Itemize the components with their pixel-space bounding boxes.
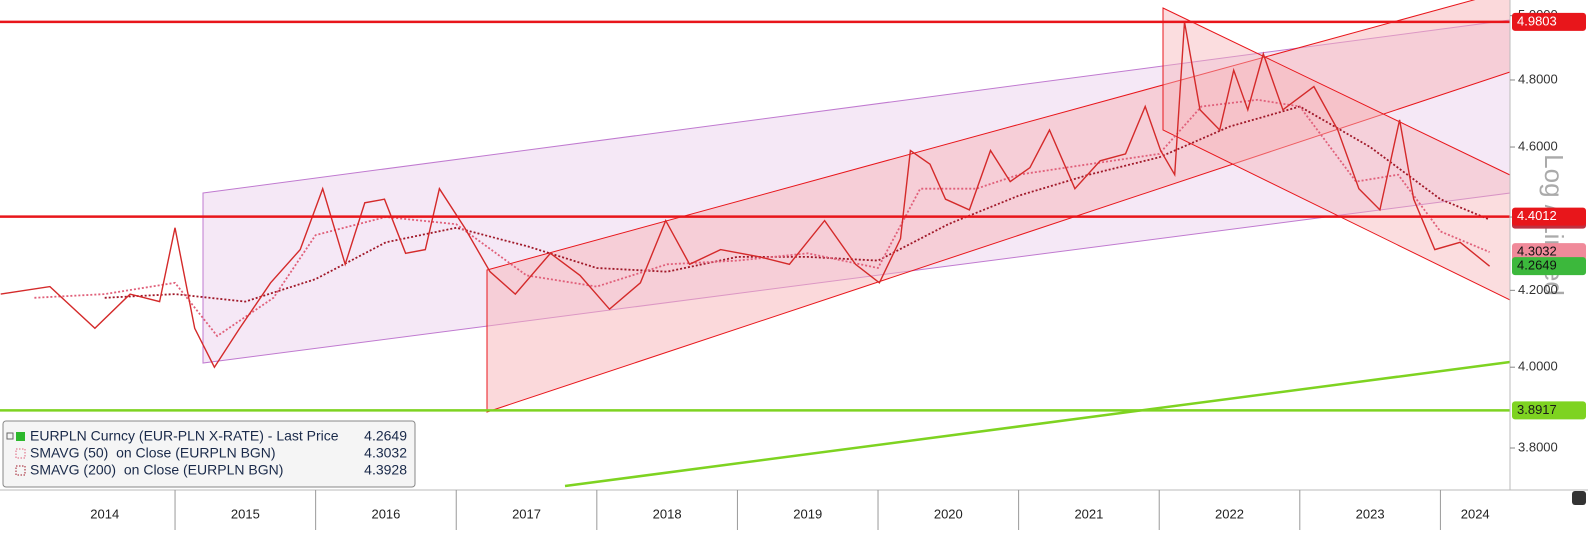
legend-swatch (15, 465, 26, 476)
series-value-label-bg (1512, 243, 1586, 262)
legend-label: SMAVG (50) on Close (EURPLN BGN) (30, 445, 276, 461)
legend-swatch (15, 448, 26, 459)
level-label-bg (1512, 207, 1586, 226)
x-tick-label: 2015 (231, 506, 260, 521)
y-tick-label: 3.8000 (1518, 439, 1558, 454)
x-tick-label: 2016 (371, 506, 400, 521)
x-tick-label: 2021 (1074, 506, 1103, 521)
x-tick-label: 2022 (1215, 506, 1244, 521)
x-tick-label: 2019 (793, 506, 822, 521)
legend-value: 4.3032 (364, 445, 407, 461)
series-value-label: 4.3032 (1517, 244, 1557, 259)
sma-line (34, 98, 1490, 338)
series-value-label: 4.2649 (1517, 258, 1557, 273)
y-tick-label: 4.2000 (1518, 282, 1558, 297)
legend-value: 4.2649 (364, 428, 407, 444)
x-tick-label: 2023 (1356, 506, 1385, 521)
legend-label: EURPLN Curncy (EUR-PLN X-RATE) - Last Pr… (30, 428, 339, 444)
sma-line (104, 105, 1490, 303)
legend-value: 4.3928 (364, 462, 407, 478)
corner-icon (1572, 491, 1586, 505)
level-label: 4.9803 (1517, 13, 1557, 28)
x-tick-label: 2017 (512, 506, 541, 521)
legend-box (2, 420, 416, 488)
level-label-bg (1512, 12, 1586, 31)
y-tick-label: 4.8000 (1518, 71, 1558, 86)
x-tick-label: 2024 (1461, 506, 1490, 521)
x-tick-label: 2018 (653, 506, 682, 521)
x-tick-label: 2014 (90, 506, 119, 521)
y-tick-label: 4.0000 (1518, 359, 1558, 374)
level-label: 3.8917 (1517, 402, 1557, 417)
series-value-label-bg (1512, 257, 1586, 276)
level-label-bg (1512, 401, 1586, 420)
plot-area (0, 0, 1511, 488)
y-tick-label: 4.6000 (1518, 138, 1558, 153)
legend: EURPLN Curncy (EUR-PLN X-RATE) - Last Pr… (2, 420, 416, 488)
trend-line (564, 360, 1511, 488)
x-tick-label: 2020 (934, 506, 963, 521)
legend-collapse (6, 432, 14, 440)
legend-swatch (16, 432, 25, 441)
legend-label: SMAVG (200) on Close (EURPLN BGN) (30, 462, 283, 478)
price-line (0, 21, 1491, 369)
level-label: 4.4012 (1517, 208, 1557, 223)
